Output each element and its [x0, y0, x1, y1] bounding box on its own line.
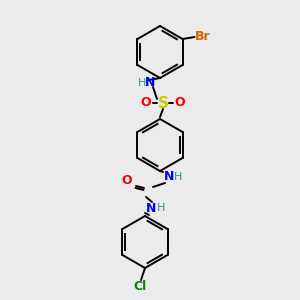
Text: Br: Br: [195, 31, 210, 44]
Text: N: N: [164, 170, 174, 184]
Text: O: O: [122, 175, 132, 188]
Text: H: H: [157, 203, 165, 213]
Text: S: S: [158, 95, 169, 110]
Text: H: H: [174, 172, 182, 182]
Text: O: O: [175, 97, 185, 110]
Text: N: N: [145, 76, 155, 89]
Text: Cl: Cl: [134, 280, 147, 293]
Text: N: N: [146, 202, 156, 214]
Text: O: O: [141, 97, 151, 110]
Text: H: H: [138, 78, 146, 88]
